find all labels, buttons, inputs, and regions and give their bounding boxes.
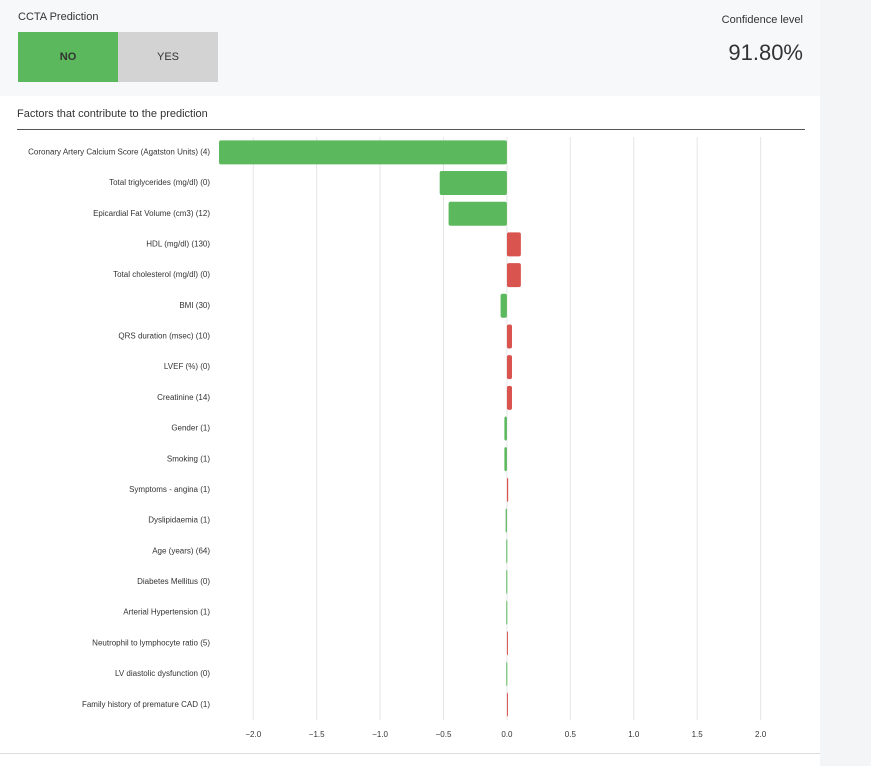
confidence-label: Confidence level bbox=[722, 14, 803, 26]
chart: −2.0 −1.5 −1.0 −0.5 0.0 0.5 1.0 1.5 2.0 Coronary … bbox=[28, 137, 767, 739]
bar bbox=[219, 140, 507, 165]
bar bbox=[439, 171, 507, 196]
y-tick-label: Creatinine (14) bbox=[157, 393, 210, 402]
bar bbox=[506, 385, 512, 410]
bar bbox=[505, 508, 507, 533]
y-tick-label: LVEF (%) (0) bbox=[164, 362, 210, 371]
bar bbox=[448, 201, 507, 226]
x-tick-label: 0.0 bbox=[501, 730, 513, 739]
y-tick-label: Family history of premature CAD (1) bbox=[82, 700, 210, 709]
bar bbox=[506, 661, 508, 686]
y-tick-label: Arterial Hypertension (1) bbox=[123, 608, 210, 617]
y-tick-label: Age (years) (64) bbox=[152, 546, 210, 555]
y-tick-label: QRS duration (msec) (10) bbox=[118, 332, 210, 341]
bar bbox=[506, 232, 521, 257]
panel bbox=[0, 0, 820, 766]
y-tick-label: Total triglycerides (mg/dl) (0) bbox=[109, 178, 210, 187]
y-tick-label: Diabetes Mellitus (0) bbox=[137, 577, 210, 586]
x-tick-label: −2.0 bbox=[245, 730, 261, 739]
bar bbox=[506, 631, 508, 656]
x-tick-label: 1.5 bbox=[692, 730, 704, 739]
bar bbox=[506, 539, 508, 564]
x-tick-label: 0.5 bbox=[565, 730, 577, 739]
y-tick-label: HDL (mg/dl) (130) bbox=[146, 240, 210, 249]
bar bbox=[504, 447, 507, 472]
bar bbox=[506, 477, 509, 502]
option-button[interactable] bbox=[118, 32, 218, 82]
bar bbox=[506, 355, 512, 380]
bar bbox=[506, 324, 512, 349]
y-tick-label: Symptoms - angina (1) bbox=[129, 485, 210, 494]
y-tick-label: Dyslipidaemia (1) bbox=[148, 516, 210, 525]
option-label[interactable]: NO bbox=[60, 51, 77, 63]
bar bbox=[506, 692, 508, 717]
bar bbox=[506, 569, 508, 594]
bar bbox=[500, 293, 507, 318]
y-tick-label: BMI (30) bbox=[179, 301, 210, 310]
x-tick-label: −1.5 bbox=[309, 730, 325, 739]
option-button[interactable] bbox=[18, 32, 118, 82]
y-tick-label: Smoking (1) bbox=[167, 454, 210, 463]
y-tick-label: Coronary Artery Calcium Score (Agatston … bbox=[28, 147, 210, 156]
y-tick-label: LV diastolic dysfunction (0) bbox=[115, 669, 210, 678]
y-tick-label: Neutrophil to lymphocyte ratio (5) bbox=[92, 638, 210, 647]
x-tick-label: 1.0 bbox=[628, 730, 640, 739]
y-tick-label: Gender (1) bbox=[171, 424, 210, 433]
x-tick-label: −1.0 bbox=[372, 730, 388, 739]
chart-title: Factors that contribute to the predictio… bbox=[17, 108, 208, 120]
bar bbox=[504, 416, 507, 441]
bar bbox=[506, 600, 508, 625]
y-tick-label: Epicardial Fat Volume (cm3) (12) bbox=[93, 209, 210, 218]
options: NO YES bbox=[18, 32, 218, 82]
x-tick-label: 2.0 bbox=[755, 730, 767, 739]
y-tick-label: Total cholesterol (mg/dl) (0) bbox=[113, 270, 210, 279]
bar bbox=[506, 263, 521, 288]
header-title: CCTA Prediction bbox=[18, 11, 99, 23]
confidence-value: 91.80% bbox=[728, 40, 803, 65]
x-tick-label: −0.5 bbox=[436, 730, 452, 739]
option-label[interactable]: YES bbox=[157, 51, 179, 63]
